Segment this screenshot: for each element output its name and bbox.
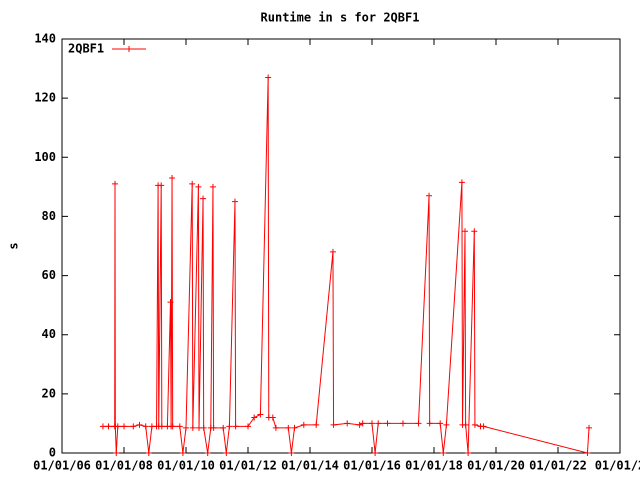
- data-point: [471, 228, 478, 235]
- y-axis-label: s: [7, 242, 21, 249]
- data-point: [204, 450, 211, 456]
- data-point: [269, 414, 276, 421]
- data-point: [400, 420, 406, 427]
- data-point: [223, 450, 230, 456]
- data-point: [210, 424, 217, 431]
- data-point: [121, 423, 127, 430]
- data-point: [344, 420, 351, 427]
- data-point: [158, 423, 165, 430]
- data-point: [440, 450, 447, 456]
- data-point: [329, 248, 336, 255]
- x-tick-label: 01/01/06: [33, 459, 91, 473]
- data-point: [105, 423, 112, 430]
- data-point: [226, 423, 233, 430]
- data-point: [415, 420, 422, 427]
- data-point: [471, 421, 478, 428]
- legend-swatch: [112, 46, 146, 52]
- data-point: [232, 423, 239, 430]
- data-point: [189, 424, 196, 431]
- data-point: [200, 195, 207, 202]
- x-tick-label: 01/01/12: [219, 459, 277, 473]
- data-point: [265, 74, 272, 81]
- data-point: [330, 421, 337, 428]
- data-point: [158, 182, 165, 189]
- chart-title: Runtime in s for 2QBF1: [261, 11, 420, 25]
- data-point: [145, 450, 152, 456]
- data-point: [272, 424, 279, 431]
- data-point: [130, 423, 137, 430]
- data-point: [384, 420, 391, 427]
- data-point: [189, 180, 196, 187]
- data-point: [114, 423, 121, 430]
- data-point: [209, 183, 216, 190]
- x-tick-label: 01/01/22: [529, 459, 587, 473]
- y-tick-label: 40: [42, 327, 56, 341]
- data-point: [220, 424, 227, 431]
- data-point: [300, 421, 307, 428]
- data-point: [176, 423, 183, 430]
- data-point: [113, 450, 120, 456]
- data-point: [356, 421, 363, 428]
- data-point: [462, 421, 469, 428]
- data-point: [169, 423, 176, 430]
- y-tick-label: 140: [34, 32, 56, 46]
- data-point: [584, 450, 591, 456]
- data-point: [426, 192, 433, 199]
- x-tick-label: 01/01/08: [95, 459, 153, 473]
- data-point: [257, 411, 264, 418]
- data-point: [231, 198, 238, 205]
- plot-frame: [61, 38, 621, 454]
- data-point: [426, 420, 433, 427]
- y-tick-label: 20: [42, 386, 56, 400]
- y-tick-label: 80: [42, 209, 56, 223]
- data-point: [285, 424, 292, 431]
- x-tick-label: 01/01/14: [281, 459, 339, 473]
- data-point: [375, 420, 382, 427]
- data-point: [195, 183, 202, 190]
- data-point: [200, 424, 207, 431]
- data-point: [136, 421, 143, 428]
- data-point: [183, 424, 189, 431]
- data-point: [372, 450, 379, 456]
- y-tick-label: 0: [49, 446, 56, 460]
- data-point: [443, 421, 450, 428]
- data-point: [586, 424, 592, 431]
- data-point: [167, 299, 174, 306]
- x-tick-label: 01/01/16: [343, 459, 401, 473]
- data-point: [369, 420, 375, 427]
- data-point: [465, 450, 472, 456]
- data-point: [112, 180, 119, 187]
- data-point: [245, 423, 251, 430]
- x-tick-label: 01/01/10: [157, 459, 215, 473]
- data-point: [142, 423, 149, 430]
- x-tick-label: 01/01/18: [405, 459, 463, 473]
- data-point: [480, 423, 487, 430]
- data-point: [179, 450, 186, 456]
- data-point: [359, 420, 366, 427]
- x-tick-label: 01/01/20: [467, 459, 525, 473]
- data-point: [291, 424, 298, 431]
- data-point: [169, 174, 176, 181]
- y-tick-label: 60: [42, 268, 56, 282]
- data-point: [99, 423, 106, 430]
- data-point: [313, 421, 320, 428]
- x-tick-label: 01/01/2: [595, 459, 640, 473]
- data-point: [437, 420, 444, 427]
- y-tick-label: 120: [34, 91, 56, 105]
- data-point: [251, 414, 258, 421]
- data-point: [288, 450, 295, 456]
- y-tick-label: 100: [34, 150, 56, 164]
- legend-label: 2QBF1: [68, 42, 104, 56]
- data-point: [462, 228, 468, 235]
- data-point: [458, 179, 465, 186]
